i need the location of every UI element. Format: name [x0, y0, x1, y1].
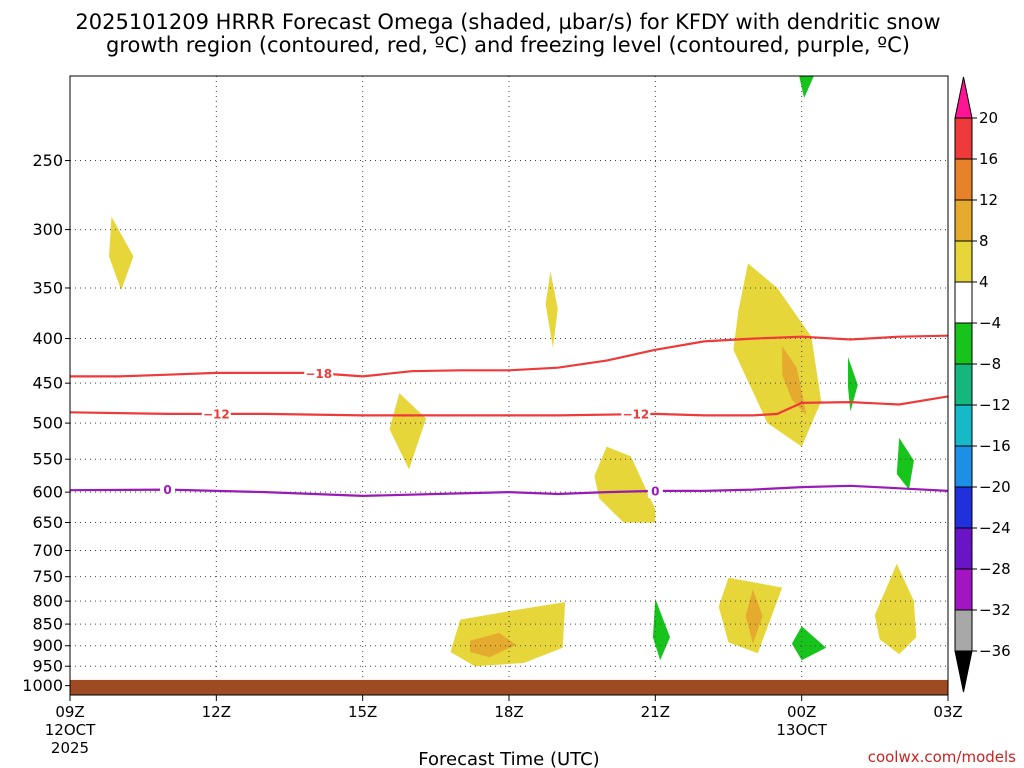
- y-tick-label-550: 550: [32, 450, 63, 469]
- x-tick-label-12Z: 12Z: [202, 703, 231, 721]
- colorbar-bottom-arrow: [954, 650, 973, 693]
- colorbar-label-6: −8: [979, 355, 1001, 373]
- colorbar-label-2: 12: [979, 191, 998, 209]
- colorbar: 20 16 12 8 4 −4 −8 −12 −16 −20 −24 −28 −32 −36: [954, 76, 1011, 693]
- x-tick-label-15Z: 15Z: [348, 703, 377, 721]
- colorbar-swatch-8: [954, 404, 973, 447]
- x-tick-label-21Z: 21Z: [641, 703, 670, 721]
- y-tick-label-500: 500: [32, 414, 63, 433]
- y-tick-label-750: 750: [32, 567, 63, 586]
- x-tick-label-03Z: 03Z: [933, 703, 962, 721]
- omega-region-7: [470, 632, 517, 658]
- colorbar-swatch-9: [954, 445, 973, 488]
- colorbar-swatch-7: [954, 363, 973, 406]
- omega-region-3: [594, 446, 656, 523]
- y-tick-label-250: 250: [32, 151, 63, 170]
- isotherm-label-bg-1: [201, 406, 231, 421]
- isotherm-label-bg-2: [621, 407, 651, 422]
- omega-region-6: [450, 602, 566, 667]
- omega-region-14: [896, 437, 914, 490]
- chart-title-line2: growth region (contoured, red, ºC) and f…: [106, 33, 910, 57]
- isotherm-line-0: [70, 334, 948, 378]
- colorbar-label-13: −36: [979, 642, 1011, 660]
- isotherm-label-bg-0: [304, 366, 334, 381]
- isotherm-layer: −18 −12 −12 0 0: [70, 334, 948, 498]
- omega-shading-layer: [109, 76, 917, 667]
- y-tick-label-800: 800: [32, 592, 63, 611]
- omega-region-1: [545, 271, 558, 348]
- colorbar-swatch-6: [954, 322, 973, 365]
- isotherm-label-3: 0: [163, 483, 171, 497]
- colorbar-label-8: −16: [979, 437, 1011, 455]
- omega-region-4: [733, 263, 822, 447]
- colorbar-label-12: −32: [979, 601, 1011, 619]
- isotherm-label-2: −12: [622, 408, 649, 422]
- colorbar-label-10: −24: [979, 519, 1011, 537]
- omega-region-10: [874, 563, 917, 655]
- ground-fill: [70, 679, 948, 695]
- chart-title-line1: 2025101209 HRRR Forecast Omega (shaded, …: [75, 10, 940, 34]
- y-tick-label-350: 350: [32, 278, 63, 297]
- omega-region-15: [799, 76, 814, 99]
- y-tick-label-1000: 1000: [22, 676, 63, 695]
- y-tick-label-300: 300: [32, 220, 63, 239]
- y-tick-label-600: 600: [32, 483, 63, 502]
- y-tick-label-400: 400: [32, 329, 63, 348]
- isotherm-label-4: 0: [651, 484, 659, 498]
- colorbar-swatch-10: [954, 486, 973, 529]
- y-tick-label-650: 650: [32, 513, 63, 532]
- colorbar-label-1: 16: [979, 150, 998, 168]
- colorbar-swatch-1: [954, 117, 973, 160]
- x-tick-label-00Z: 00Z: [787, 703, 816, 721]
- colorbar-label-7: −12: [979, 396, 1011, 414]
- y-tick-label-450: 450: [32, 374, 63, 393]
- y-tick-label-950: 950: [32, 657, 63, 676]
- isotherm-label-bg-4: [647, 483, 663, 498]
- axes-layer: 250 300 350 400 450 500 550 600 650 700 750 800 850 9…: [22, 75, 963, 757]
- omega-region-11: [652, 598, 670, 661]
- colorbar-swatch-13: [954, 609, 973, 652]
- isotherm-label-bg-3: [160, 482, 176, 497]
- isotherm-line-1: [70, 395, 948, 417]
- y-tick-label-700: 700: [32, 541, 63, 560]
- omega-region-2: [389, 393, 427, 470]
- y-tick-label-900: 900: [32, 636, 63, 655]
- colorbar-label-11: −28: [979, 560, 1011, 578]
- y-tick-label-850: 850: [32, 615, 63, 634]
- x-tick-label-09Z: 09Z: [55, 703, 84, 721]
- grid-layer: [70, 76, 948, 695]
- ground-layer: [70, 679, 948, 695]
- x-tick-date-09Z: 12OCT: [45, 721, 96, 739]
- colorbar-top-arrow: [954, 76, 973, 119]
- colorbar-swatch-4: [954, 240, 973, 283]
- x-tick-label-18Z: 18Z: [494, 703, 523, 721]
- colorbar-swatch-12: [954, 568, 973, 611]
- x-axis-label: Forecast Time (UTC): [418, 749, 599, 768]
- colorbar-label-4: 4: [979, 273, 989, 291]
- colorbar-label-9: −20: [979, 478, 1011, 496]
- omega-region-9: [745, 589, 763, 644]
- credit-text[interactable]: coolwx.com/models: [868, 748, 1016, 766]
- colorbar-label-0: 20: [979, 109, 998, 127]
- colorbar-swatch-11: [954, 527, 973, 570]
- x-tick-date-00Z: 13OCT: [776, 721, 827, 739]
- omega-region-13: [848, 357, 858, 412]
- colorbar-label-5: −4: [979, 314, 1001, 332]
- x-tick-year-09Z: 2025: [51, 739, 89, 757]
- isotherm-label-0: −18: [305, 367, 332, 381]
- omega-region-12: [791, 626, 827, 661]
- colorbar-label-3: 8: [979, 232, 989, 250]
- omega-region-5: [782, 346, 807, 416]
- colorbar-swatch-3: [954, 199, 973, 242]
- omega-region-0: [109, 216, 134, 291]
- isotherm-label-1: −12: [203, 407, 230, 421]
- colorbar-swatch-5: [954, 281, 973, 324]
- colorbar-swatch-2: [954, 158, 973, 201]
- isotherm-line-3: [70, 484, 948, 498]
